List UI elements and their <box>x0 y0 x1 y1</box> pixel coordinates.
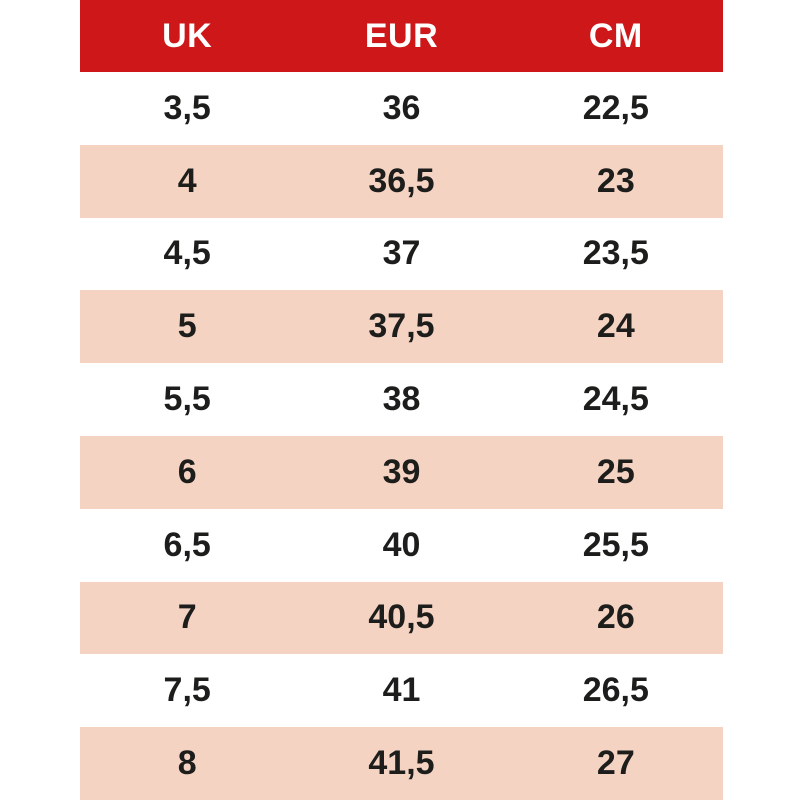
table-row: 5 37,5 24 <box>80 290 723 364</box>
cell-cm: 26,5 <box>582 671 649 710</box>
cell-uk: 8 <box>177 744 197 783</box>
table-row: 7,5 41 26,5 <box>80 654 723 728</box>
cell-eur: 41 <box>382 671 421 710</box>
table-row: 6 39 25 <box>80 435 723 509</box>
cell-eur: 39 <box>382 452 421 491</box>
cell-eur: 40 <box>382 525 421 564</box>
cell-uk: 3,5 <box>163 88 211 127</box>
cell-uk: 7,5 <box>163 671 211 710</box>
cell-eur: 38 <box>382 380 421 419</box>
header-cell-uk: UK <box>162 16 213 55</box>
cell-eur: 37 <box>382 234 421 273</box>
table-row: 4 36,5 23 <box>80 144 723 218</box>
table-row: 8 41,5 27 <box>80 727 723 800</box>
header-cell-cm: CM <box>588 16 643 55</box>
table-row: 6,5 40 25,5 <box>80 508 723 582</box>
table-row: 7 40,5 26 <box>80 581 723 655</box>
cell-uk: 7 <box>177 598 197 637</box>
shoe-size-conversion-table: UK EUR CM 3,5 36 22,5 4 36,5 23 4,5 37 2… <box>80 0 723 800</box>
cell-uk: 6,5 <box>163 525 211 564</box>
cell-eur: 37,5 <box>368 307 435 346</box>
cell-cm: 27 <box>596 744 635 783</box>
cell-cm: 25 <box>596 452 635 491</box>
cell-uk: 5,5 <box>163 380 211 419</box>
cell-uk: 5 <box>177 307 197 346</box>
cell-cm: 23,5 <box>582 234 649 273</box>
cell-cm: 24 <box>596 307 635 346</box>
table-row: 3,5 36 22,5 <box>80 72 723 145</box>
cell-eur: 41,5 <box>368 744 435 783</box>
table-row: 4,5 37 23,5 <box>80 217 723 291</box>
table-row: 5,5 38 24,5 <box>80 363 723 436</box>
cell-cm: 26 <box>596 598 635 637</box>
cell-eur: 40,5 <box>368 598 435 637</box>
cell-cm: 24,5 <box>582 380 649 419</box>
table-header-row: UK EUR CM <box>80 0 723 72</box>
cell-uk: 4 <box>177 161 197 200</box>
cell-eur: 36,5 <box>368 161 435 200</box>
cell-uk: 6 <box>177 452 197 491</box>
cell-cm: 22,5 <box>582 88 649 127</box>
cell-uk: 4,5 <box>163 234 211 273</box>
cell-cm: 25,5 <box>582 525 649 564</box>
cell-eur: 36 <box>382 88 421 127</box>
cell-cm: 23 <box>596 161 635 200</box>
header-cell-eur: EUR <box>364 16 439 55</box>
